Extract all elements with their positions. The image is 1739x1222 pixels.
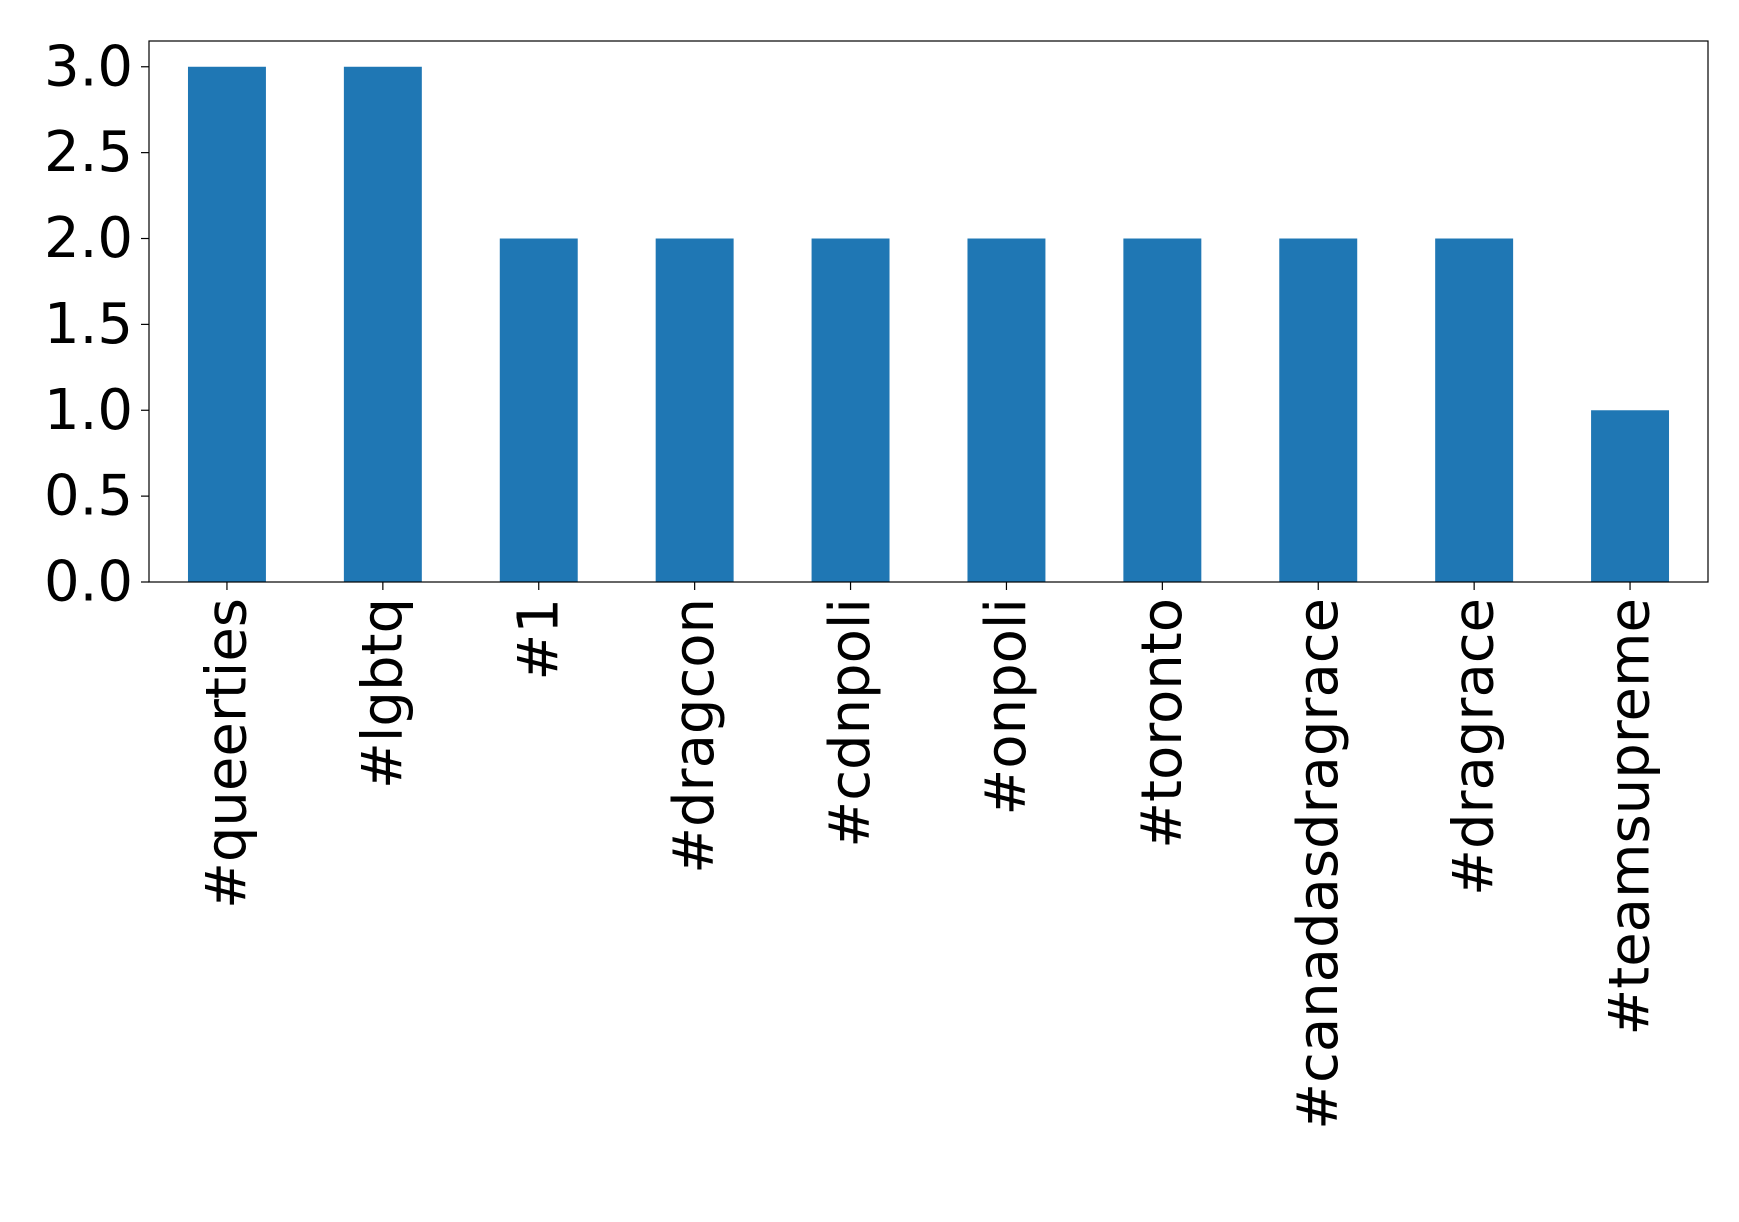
bar: [811, 238, 890, 582]
x-tick-label: #canadasdragrace: [1286, 598, 1351, 1130]
x-tick-label: #dragcon: [662, 598, 727, 874]
bar: [1435, 238, 1514, 582]
y-tick-label: 2.0: [44, 206, 133, 271]
y-tick-label: 1.5: [44, 292, 133, 357]
bar: [1279, 238, 1358, 582]
bar: [1123, 238, 1202, 582]
bar: [1591, 410, 1670, 582]
x-tick-label: #toronto: [1130, 598, 1195, 849]
bar: [187, 66, 266, 582]
x-tick-label: #queerties: [194, 598, 259, 909]
y-tick-label: 0.0: [44, 550, 133, 615]
x-tick-label: #teamsupreme: [1598, 598, 1663, 1036]
y-tick-label: 3.0: [44, 34, 133, 99]
x-tick-label: #onpoli: [974, 598, 1039, 816]
bar: [967, 238, 1046, 582]
y-tick-label: 0.5: [44, 464, 133, 529]
bar: [655, 238, 734, 582]
x-tick-label: #1: [506, 598, 571, 681]
bar: [499, 238, 578, 582]
plot-frame: [148, 40, 1709, 583]
x-tick-label: #cdnpoli: [818, 598, 883, 848]
y-tick-label: 2.5: [44, 120, 133, 185]
y-tick-label: 1.0: [44, 378, 133, 443]
x-tick-label: #dragrace: [1442, 598, 1507, 896]
bar: [343, 66, 422, 582]
x-tick-label: #lgbtq: [350, 598, 415, 789]
